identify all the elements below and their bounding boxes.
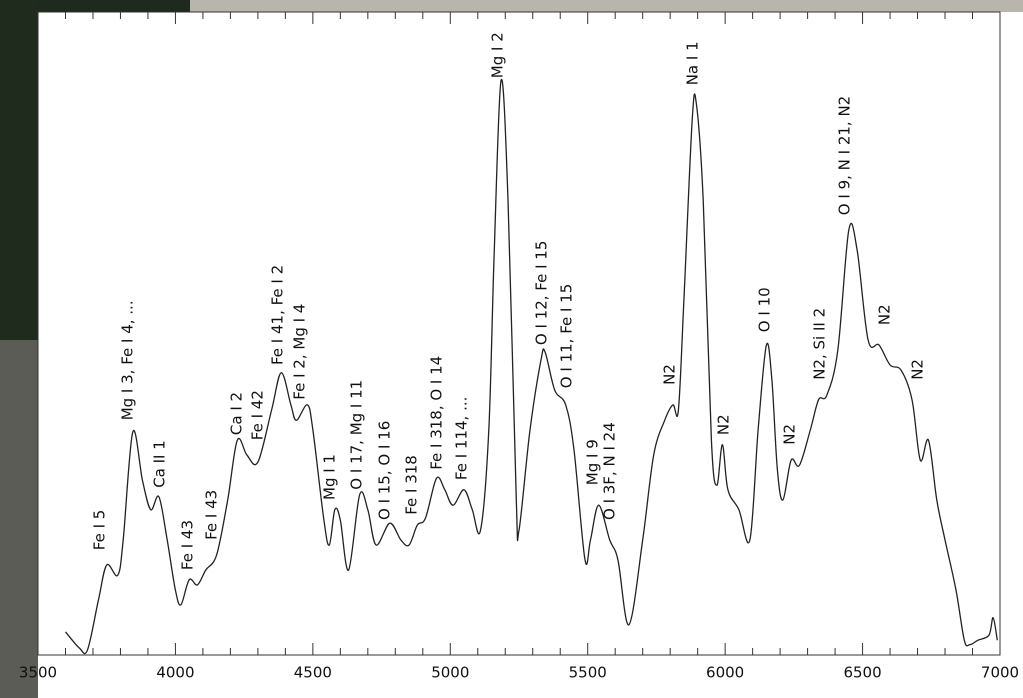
line-label: N2 [660, 364, 678, 385]
line-label: Na I 1 [684, 41, 702, 85]
line-label: O I 15, O I 16 [375, 421, 393, 520]
line-label: O I 17, Mg I 11 [347, 380, 365, 490]
line-label: O I 9, N I 21, N2 [836, 96, 854, 215]
x-tick-label: 7000 [981, 664, 1019, 682]
line-label: O I 11, Fe I 15 [557, 284, 575, 388]
x-tick-label: 4000 [156, 664, 194, 682]
line-label: Fe I 2, Mg I 4 [290, 304, 308, 400]
line-label: Ca I 2 [228, 392, 246, 435]
x-tick-label: 4500 [294, 664, 332, 682]
line-label: N2 [875, 304, 893, 325]
line-label: O I 3F, N I 24 [601, 422, 619, 520]
line-label: Ca II 1 [151, 440, 169, 488]
line-label: Fe I 5 [90, 510, 108, 551]
line-label: O I 10 [756, 287, 774, 332]
line-label: N2 [781, 424, 799, 445]
line-label: Fe I 318, O I 14 [427, 356, 445, 470]
line-label: Mg I 9 [583, 439, 601, 485]
chart: 3500 4000 4500 5000 5500 6000 6500 7000 Fe I 5 Mg… [0, 0, 1023, 698]
line-label: Fe I 42 [248, 390, 266, 440]
left-image [0, 0, 38, 340]
line-label: Fe I 43 [203, 490, 221, 540]
x-tick-label: 5000 [431, 664, 469, 682]
line-label: Fe I 41, Fe I 2 [269, 265, 287, 365]
line-label: N2 [908, 359, 926, 380]
line-label: O I 12, Fe I 15 [532, 241, 550, 345]
page: {"chart_data": { "type": "line", "x": [3… [0, 0, 1023, 698]
line-label: N2 [715, 414, 733, 435]
line-label: Fe I 114, ... [452, 397, 470, 480]
line-label: Fe I 318 [402, 455, 420, 515]
x-tick-label: 5500 [569, 664, 607, 682]
x-tick-label: 3500 [19, 664, 57, 682]
line-label: Mg I 2 [488, 32, 506, 78]
line-label: Fe I 43 [179, 520, 197, 570]
x-tick-label: 6500 [843, 664, 881, 682]
line-label: N2, Si II 2 [811, 308, 829, 380]
line-label: Mg I 1 [320, 454, 338, 500]
x-tick-label: 6000 [706, 664, 744, 682]
line-label: Mg I 3, Fe I 4, ... [118, 300, 136, 420]
